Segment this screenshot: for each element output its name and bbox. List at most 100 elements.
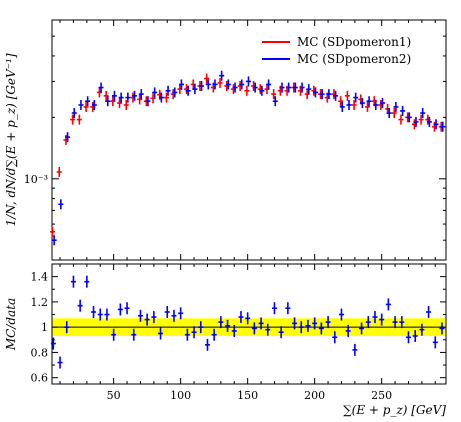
main-point-sdpomeron2 [306,84,312,95]
main-point-sdpomeron1 [70,114,76,125]
main-point-sdpomeron1 [56,166,62,177]
main-point-sdpomeron2 [386,108,392,119]
ratio-y-tick-label: 1 [41,321,48,334]
main-point-sdpomeron2 [413,116,419,127]
ratio-point [111,328,117,341]
main-y-tick-label: 10⁻³ [24,173,48,186]
main-point-sdpomeron2 [219,70,225,81]
main-point-sdpomeron2 [359,98,365,109]
ratio-point [385,298,391,311]
main-point-sdpomeron2 [205,79,211,90]
ratio-point [198,321,204,334]
ratio-point [124,302,130,315]
main-point-sdpomeron2 [299,82,305,93]
main-point-sdpomeron2 [158,92,164,103]
main-point-sdpomeron2 [292,82,298,93]
main-point-sdpomeron1 [338,96,344,107]
main-point-sdpomeron2 [245,76,251,87]
main-point-sdpomeron2 [71,108,77,119]
ratio-point [104,308,110,321]
main-point-sdpomeron2 [199,80,205,91]
ratio-point [191,326,197,339]
main-point-sdpomeron1 [351,99,357,110]
main-point-sdpomeron2 [85,96,91,107]
main-point-sdpomeron2 [78,99,84,110]
ratio-point [184,328,190,341]
main-point-sdpomeron2 [118,92,124,103]
ratio-point [151,311,157,324]
main-point-sdpomeron2 [51,235,57,246]
main-point-sdpomeron1 [217,77,223,88]
ratio-point [171,309,177,322]
main-point-sdpomeron2 [406,112,412,123]
main-point-sdpomeron2 [393,101,399,112]
ratio-point [426,306,432,318]
ratio-point [379,313,385,326]
main-point-sdpomeron1 [110,96,116,107]
main-point-sdpomeron2 [259,85,265,96]
main-y-axis-label: 1/N, dN/d∑(E + p_z) [GeV⁻¹] [4,53,18,226]
main-point-sdpomeron2 [212,79,218,90]
main-point-sdpomeron2 [138,89,144,100]
ratio-y-tick-label: 0.8 [31,346,49,359]
main-point-sdpomeron2 [145,96,151,107]
ratio-point [359,322,365,335]
main-point-sdpomeron2 [326,89,332,100]
ratio-point [345,324,351,337]
ratio-point [352,343,358,356]
main-point-sdpomeron2 [286,82,292,93]
main-point-sdpomeron2 [379,98,385,109]
main-point-sdpomeron2 [165,85,171,96]
ratio-point [251,322,257,335]
ratio-tick-labels: 50 100 150 200 250 0.6 0.8 1 1.2 1.4 [31,271,393,402]
ratio-point [117,303,123,316]
main-point-sdpomeron2 [111,90,117,101]
ratio-point [325,316,331,329]
main-point-sdpomeron2 [426,116,432,127]
ratio-point [164,306,170,318]
ratio-point [292,317,298,330]
x-tick-label: 50 [107,389,121,402]
x-axis-label: ∑(E + p_z) [GeV] [343,403,446,417]
main-plot-frame [51,19,447,261]
ratio-panel: 50 100 150 200 250 0.6 0.8 1 1.2 1.4 MC/data ∑(E … [4,263,447,417]
ratio-point [231,324,237,337]
main-tick-labels: 10⁻³ [24,173,48,186]
ratio-point [70,275,76,288]
main-point-sdpomeron2 [353,92,359,103]
x-tick-label: 100 [170,389,191,402]
main-point-sdpomeron2 [125,92,131,103]
main-point-sdpomeron2 [279,82,285,93]
main-point-sdpomeron1 [123,99,129,110]
main-point-sdpomeron1 [204,73,210,84]
main-point-sdpomeron1 [418,114,424,125]
legend-label-sdpomeron2: MC (SDpomeron2) [297,52,411,66]
main-point-sdpomeron1 [391,108,397,119]
ratio-point [77,299,83,312]
ratio-y-tick-label: 1.2 [31,296,49,309]
main-point-sdpomeron2 [172,87,178,98]
ratio-point [365,316,371,329]
x-tick-label: 250 [371,389,392,402]
legend-label-sdpomeron1: MC (SDpomeron1) [297,35,411,49]
main-point-sdpomeron1 [117,98,123,109]
main-point-sdpomeron1 [83,101,89,112]
ratio-point [412,330,418,342]
ratio-point [332,331,338,344]
x-tick-label: 150 [237,389,258,402]
ratio-y-tick-label: 0.6 [31,372,49,385]
main-point-sdpomeron2 [266,79,272,90]
main-point-sdpomeron2 [373,99,379,110]
main-point-sdpomeron2 [339,101,345,112]
main-point-sdpomeron2 [65,132,71,143]
main-point-sdpomeron1 [271,89,277,100]
main-point-sdpomeron1 [344,90,350,101]
ratio-point [399,316,405,329]
ratio-point [392,316,398,329]
main-point-sdpomeron2 [272,96,278,107]
ratio-point [64,321,70,334]
ratio-point [432,336,438,349]
main-point-sdpomeron2 [252,82,258,93]
main-point-sdpomeron2 [192,84,198,95]
main-point-sdpomeron1 [244,85,250,96]
